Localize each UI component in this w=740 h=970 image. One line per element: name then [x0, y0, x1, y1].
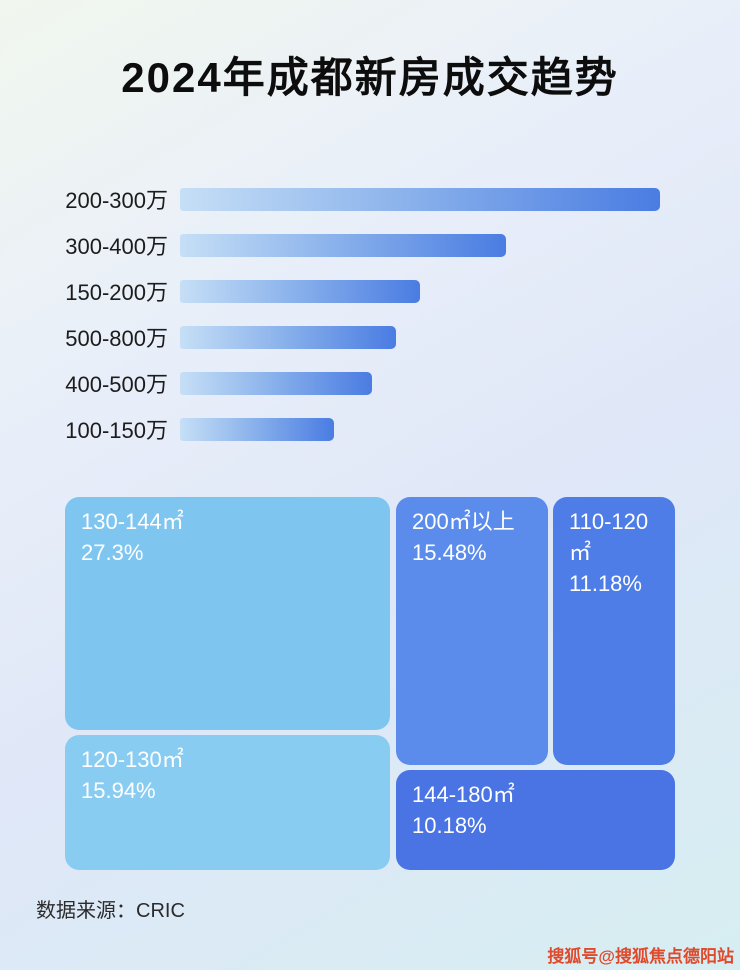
watermark: 搜狐号@搜狐焦点德阳站	[547, 947, 734, 966]
treemap-value: 27.3%	[81, 539, 144, 565]
bar-row: 500-800万	[60, 314, 660, 360]
bar-row: 300-400万	[60, 222, 660, 268]
data-source-note: 数据来源：CRIC	[36, 900, 185, 922]
bar-category-label: 150-200万	[65, 280, 168, 305]
bar	[180, 417, 334, 441]
bar-track	[180, 233, 660, 257]
bar-category-label: 200-300万	[65, 188, 168, 213]
treemap-box-110-120: 110-120㎡ 11.18%	[553, 497, 675, 765]
bar-row: 100-150万	[60, 406, 660, 452]
treemap-label: 110-120㎡	[569, 509, 649, 565]
bar-category-label: 500-800万	[65, 326, 168, 351]
bar	[180, 187, 660, 211]
bar-track	[180, 417, 660, 441]
treemap-label: 200㎡以上	[412, 509, 515, 534]
treemap-box-144-180: 144-180㎡ 10.18%	[396, 770, 675, 870]
bar	[180, 371, 372, 395]
bar-category-label: 400-500万	[65, 372, 168, 397]
bar-track	[180, 279, 660, 303]
bar-category-label: 100-150万	[65, 418, 168, 443]
treemap-label: 120-130㎡	[81, 747, 184, 772]
treemap-value: 10.18%	[412, 812, 487, 838]
bar-track	[180, 371, 660, 395]
treemap-value: 11.18%	[569, 570, 642, 596]
treemap-box-120-130: 120-130㎡ 15.94%	[65, 735, 390, 870]
bar-row: 200-300万	[60, 176, 660, 222]
page-title: 2024年成都新房成交趋势	[121, 54, 619, 101]
treemap-value: 15.94%	[81, 777, 156, 803]
treemap-label: 130-144㎡	[81, 509, 184, 534]
bar-track	[180, 325, 660, 349]
bar	[180, 325, 396, 349]
treemap-value: 15.48%	[412, 539, 487, 565]
bar-category-label: 300-400万	[65, 234, 168, 259]
bar-track	[180, 187, 660, 211]
bar-row: 400-500万	[60, 360, 660, 406]
treemap-box-200-plus: 200㎡以上 15.48%	[396, 497, 548, 765]
price-band-bar-chart: 200-300万 300-400万 150-200万 500-800万 400-	[60, 176, 660, 452]
treemap-box-130-144: 130-144㎡ 27.3%	[65, 497, 390, 730]
area-size-treemap: 130-144㎡ 27.3% 120-130㎡ 15.94% 200㎡以上 15…	[65, 497, 675, 870]
treemap-label: 144-180㎡	[412, 782, 515, 807]
bar	[180, 233, 507, 257]
bar-row: 150-200万	[60, 268, 660, 314]
bar	[180, 279, 420, 303]
